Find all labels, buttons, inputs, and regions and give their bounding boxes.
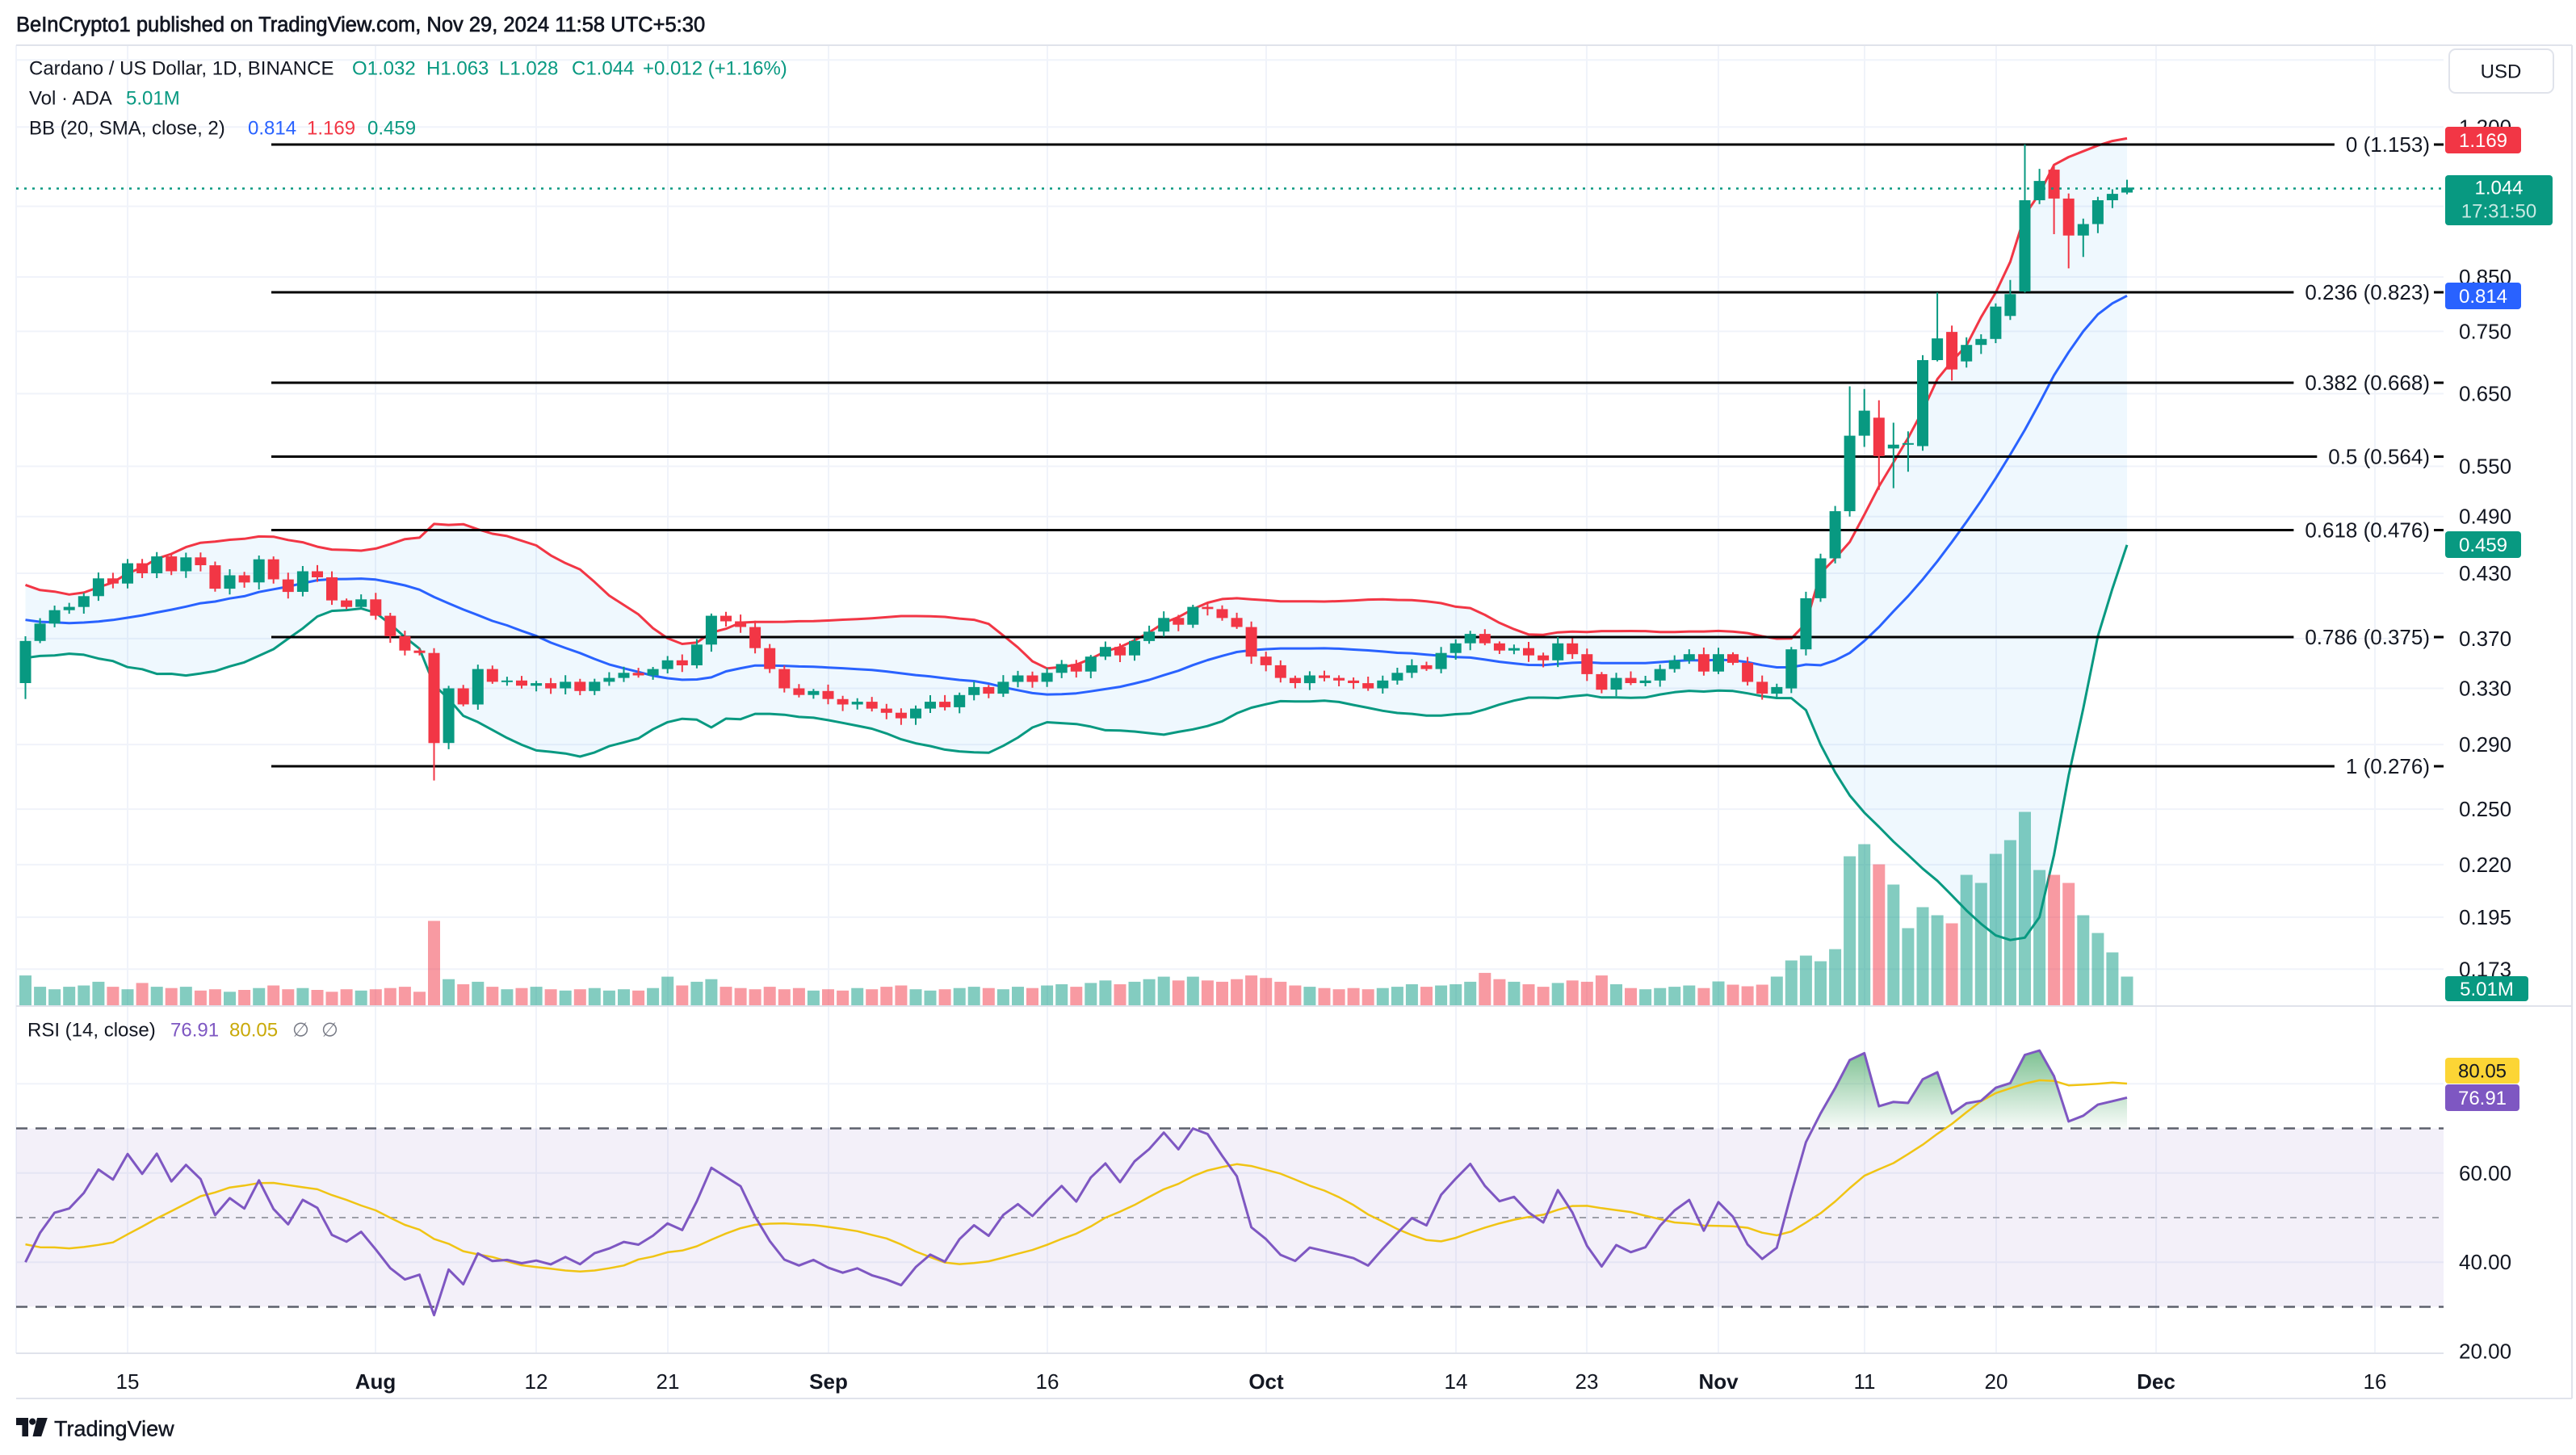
svg-text:1.169: 1.169 xyxy=(307,118,355,140)
svg-text:1.044: 1.044 xyxy=(2474,178,2523,199)
svg-text:Nov: Nov xyxy=(1698,1369,1739,1394)
svg-text:Oct: Oct xyxy=(1248,1369,1284,1394)
svg-text:0.250: 0.250 xyxy=(2459,797,2511,821)
svg-text:∅: ∅ xyxy=(292,1020,309,1042)
svg-text:0.459: 0.459 xyxy=(367,118,416,140)
svg-text:80.05: 80.05 xyxy=(2458,1061,2507,1083)
svg-text:0.750: 0.750 xyxy=(2459,319,2511,343)
svg-text:H1.063: H1.063 xyxy=(426,58,489,80)
svg-text:12: 12 xyxy=(525,1369,548,1394)
svg-text:Cardano / US Dollar, 1D, BINAN: Cardano / US Dollar, 1D, BINANCE xyxy=(29,58,334,80)
svg-text:17:31:50: 17:31:50 xyxy=(2461,201,2536,223)
svg-text:0.382 (0.668): 0.382 (0.668) xyxy=(2305,371,2430,395)
svg-text:20.00: 20.00 xyxy=(2459,1340,2511,1364)
svg-text:14: 14 xyxy=(1445,1369,1468,1394)
svg-text:5.01M: 5.01M xyxy=(2460,979,2514,1000)
svg-text:16: 16 xyxy=(1036,1369,1059,1394)
svg-text:BB (20, SMA, close, 2): BB (20, SMA, close, 2) xyxy=(29,118,225,140)
svg-text:O1.032: O1.032 xyxy=(352,58,416,80)
svg-text:76.91: 76.91 xyxy=(2458,1088,2507,1109)
svg-text:0.650: 0.650 xyxy=(2459,382,2511,406)
svg-text:0 (1.153): 0 (1.153) xyxy=(2346,132,2430,157)
svg-text:0.430: 0.430 xyxy=(2459,561,2511,585)
svg-text:76.91: 76.91 xyxy=(170,1020,219,1042)
svg-text:0.5 (0.564): 0.5 (0.564) xyxy=(2328,445,2430,469)
svg-text:11: 11 xyxy=(1854,1369,1876,1394)
svg-text:+0.012 (+1.16%): +0.012 (+1.16%) xyxy=(643,58,787,80)
svg-text:∅: ∅ xyxy=(321,1020,338,1042)
svg-text:Sep: Sep xyxy=(809,1369,848,1394)
svg-text:L1.028: L1.028 xyxy=(499,58,558,80)
svg-text:0.814: 0.814 xyxy=(2459,286,2507,308)
svg-text:0.220: 0.220 xyxy=(2459,853,2511,877)
svg-text:0.490: 0.490 xyxy=(2459,505,2511,529)
svg-text:40.00: 40.00 xyxy=(2459,1250,2511,1274)
svg-text:23: 23 xyxy=(1575,1369,1599,1394)
svg-text:RSI (14, close): RSI (14, close) xyxy=(27,1020,156,1042)
svg-text:20: 20 xyxy=(1985,1369,2008,1394)
svg-text:0.236 (0.823): 0.236 (0.823) xyxy=(2305,280,2430,304)
svg-text:0.290: 0.290 xyxy=(2459,732,2511,757)
svg-text:1.169: 1.169 xyxy=(2459,130,2507,152)
svg-text:0.459: 0.459 xyxy=(2459,535,2507,556)
svg-text:80.05: 80.05 xyxy=(229,1020,278,1042)
svg-text:BeInCrypto1 published on Tradi: BeInCrypto1 published on TradingView.com… xyxy=(16,14,705,36)
svg-text:USD: USD xyxy=(2481,61,2522,83)
svg-text:1 (0.276): 1 (0.276) xyxy=(2346,754,2430,778)
svg-text:TradingView: TradingView xyxy=(54,1417,174,1441)
svg-text:15: 15 xyxy=(116,1369,140,1394)
svg-text:16: 16 xyxy=(2364,1369,2387,1394)
svg-text:0.786 (0.375): 0.786 (0.375) xyxy=(2305,625,2430,649)
svg-text:0.814: 0.814 xyxy=(248,118,296,140)
svg-text:5.01M: 5.01M xyxy=(126,88,180,110)
svg-text:0.195: 0.195 xyxy=(2459,905,2511,929)
svg-text:21: 21 xyxy=(657,1369,680,1394)
svg-text:0.550: 0.550 xyxy=(2459,455,2511,479)
svg-text:60.00: 60.00 xyxy=(2459,1161,2511,1185)
svg-text:0.330: 0.330 xyxy=(2459,677,2511,701)
svg-text:0.618 (0.476): 0.618 (0.476) xyxy=(2305,518,2430,543)
svg-text:Dec: Dec xyxy=(2137,1369,2175,1394)
svg-text:Vol · ADA: Vol · ADA xyxy=(29,88,112,110)
svg-text:0.370: 0.370 xyxy=(2459,627,2511,651)
svg-text:C1.044: C1.044 xyxy=(572,58,634,80)
svg-text:Aug: Aug xyxy=(355,1369,396,1394)
